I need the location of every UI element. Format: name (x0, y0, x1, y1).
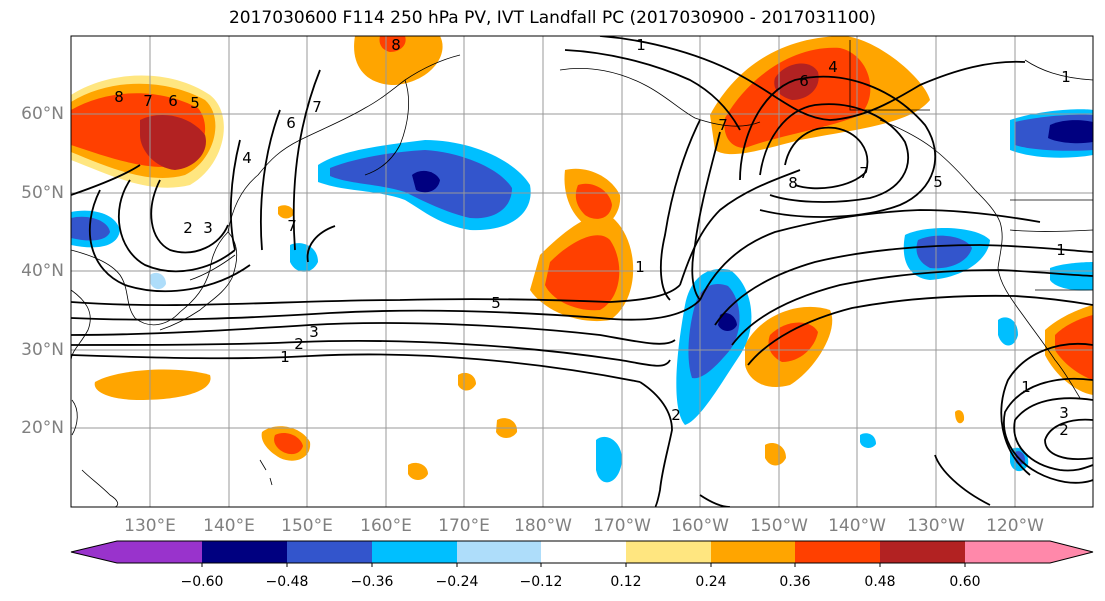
colorbar-tick-label: 0.60 (949, 574, 981, 590)
contour-label: 8 (391, 36, 401, 54)
contour-label: 6 (168, 92, 178, 110)
colorbar-segment (626, 541, 711, 563)
contour-label: 5 (190, 94, 200, 112)
longitude-label: 130°E (124, 516, 176, 536)
contour-label: 3 (309, 323, 319, 341)
longitude-label: 150°W (750, 516, 808, 536)
colorbar-outline (70, 540, 1094, 564)
colorbar-segment (965, 541, 1093, 563)
longitude-label: 150°E (281, 516, 333, 536)
colorbar-segment (71, 541, 202, 563)
longitude-label: 170°E (438, 516, 490, 536)
colorbar-tick-label: 0.48 (864, 574, 896, 590)
contour-label: 8 (114, 88, 124, 106)
contour-label: 6 (799, 72, 809, 90)
longitude-label: 160°W (671, 516, 729, 536)
colorbar-segment (880, 541, 965, 563)
longitude-label: 140°W (828, 516, 886, 536)
contour-label: 2 (294, 335, 304, 353)
colorbar-tick-label: −0.12 (519, 574, 563, 590)
longitude-label: 160°E (360, 516, 412, 536)
pv-contours (71, 36, 1093, 507)
colorbar-segment (457, 541, 541, 563)
latitude-label: 40°N (21, 261, 64, 281)
contour-label: 1 (280, 348, 290, 366)
contour-label: 5 (491, 294, 501, 312)
contour-label: 7 (287, 217, 297, 235)
contour-label: 4 (828, 58, 838, 76)
latitude-label: 20°N (21, 418, 64, 438)
colorbar-tick-label: −0.36 (350, 574, 394, 590)
longitude-label: 140°E (203, 516, 255, 536)
contour-label: 7 (859, 164, 869, 182)
contour-label: 8 (788, 174, 798, 192)
contour-label: 1 (635, 258, 645, 276)
contour-label: 2 (1059, 421, 1069, 439)
anomaly-positive-west (94, 369, 211, 400)
latitude-label: 50°N (21, 183, 64, 203)
colorbar-segment (711, 541, 795, 563)
contour-label: 7 (312, 98, 322, 116)
contour-label: 2 (671, 406, 681, 424)
longitude-label: 130°W (907, 516, 965, 536)
contour-labels: 8 7 6 5 4 2 3 6 7 7 1 2 3 5 1 8 7 5 4 6 … (114, 36, 1071, 439)
longitude-label: 180°W (514, 516, 572, 536)
latitude-label: 60°N (21, 104, 64, 124)
colorbar-tick-label: −0.24 (435, 574, 479, 590)
colorbar-tick-label: 0.12 (610, 574, 642, 590)
colorbar-segment (795, 541, 880, 563)
contour-label: 1 (1061, 68, 1071, 86)
colorbar-tick-label: −0.48 (265, 574, 309, 590)
latitude-label: 30°N (21, 340, 64, 360)
colorbar-tick-label: −0.60 (180, 574, 224, 590)
contour-label: 4 (242, 149, 252, 167)
contour-label: 2 (183, 219, 193, 237)
contour-label: 5 (933, 173, 943, 191)
anomaly-positive-north (354, 36, 443, 85)
contour-label: 7 (143, 92, 153, 110)
contour-label: 6 (286, 114, 296, 132)
colorbar (70, 540, 1094, 567)
contour-label: 3 (1059, 404, 1069, 422)
longitude-label: 120°W (986, 516, 1044, 536)
contour-label: 1 (636, 36, 646, 54)
colorbar-segment (202, 541, 287, 563)
longitude-label: 170°W (593, 516, 651, 536)
contour-label: 3 (203, 219, 213, 237)
colorbar-tick-label: 0.24 (695, 574, 727, 590)
contour-label: 1 (1021, 378, 1031, 396)
map-title: 2017030600 F114 250 hPa PV, IVT Landfall… (228, 8, 876, 28)
contour-label: 7 (718, 116, 728, 134)
colorbar-segment (287, 541, 372, 563)
colorbar-segment (541, 541, 626, 563)
contour-label: 1 (1056, 241, 1066, 259)
pv-anomaly-fill (71, 36, 1093, 483)
map-frame (70, 35, 1094, 508)
colorbar-tick-label: 0.36 (779, 574, 811, 590)
colorbar-segment (372, 541, 457, 563)
